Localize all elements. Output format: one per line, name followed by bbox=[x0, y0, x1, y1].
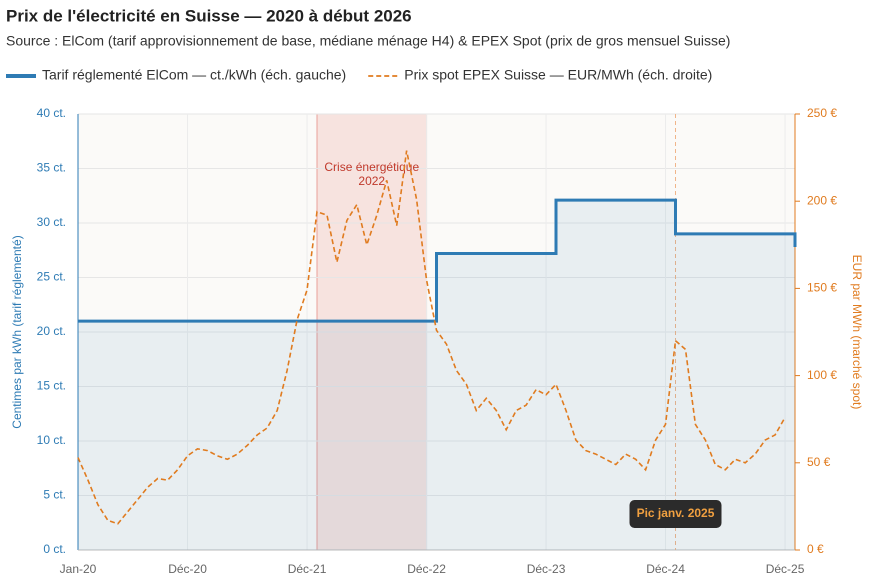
y-tick-label: 0 ct. bbox=[43, 542, 66, 556]
y2-axis-title: EUR par MWh (marché spot) bbox=[850, 255, 864, 410]
y2-tick-label: 150 € bbox=[807, 281, 837, 295]
y-tick-label: 30 ct. bbox=[37, 215, 66, 229]
annotation-line: 2022 bbox=[358, 174, 385, 188]
y2-tick-label: 50 € bbox=[807, 455, 831, 469]
y2-tick-label: 200 € bbox=[807, 193, 837, 207]
chart-subtitle: Source : ElCom (tarif approvisionnement … bbox=[6, 33, 730, 49]
x-tick-label: Déc-21 bbox=[288, 562, 327, 576]
tariff-area bbox=[78, 200, 795, 550]
tooltip-box bbox=[629, 500, 722, 528]
legend-label: Tarif réglementé ElCom — ct./kWh (éch. g… bbox=[42, 67, 346, 83]
y-tick-label: 20 ct. bbox=[37, 324, 66, 338]
y-tick-label: 25 ct. bbox=[37, 270, 66, 284]
spot-line bbox=[77, 150, 786, 525]
legend-label: Prix spot EPEX Suisse — EUR/MWh (éch. dr… bbox=[404, 67, 712, 83]
y-tick-label: 15 ct. bbox=[37, 379, 66, 393]
tooltip-text: Pic janv. 2025 bbox=[637, 506, 715, 520]
y-tick-label: 5 ct. bbox=[43, 488, 66, 502]
x-tick-label: Déc-20 bbox=[168, 562, 207, 576]
chart-title: Prix de l'électricité en Suisse — 2020 à… bbox=[6, 6, 412, 25]
x-tick-label: Déc-24 bbox=[646, 562, 685, 576]
y2-tick-label: 250 € bbox=[807, 106, 837, 120]
annotation: Crise énergétique 2022 bbox=[324, 160, 419, 188]
x-tick-label: Déc-23 bbox=[527, 562, 566, 576]
x-tick-label: Déc-22 bbox=[407, 562, 446, 576]
y2-tick-label: 0 € bbox=[807, 542, 824, 556]
y-tick-label: 10 ct. bbox=[37, 433, 66, 447]
annotation-line: Crise énergétique bbox=[324, 160, 419, 174]
y-tick-label: 35 ct. bbox=[37, 161, 66, 175]
y-axis-title: Centimes par kWh (tarif réglementé) bbox=[10, 235, 24, 428]
x-tick-label: Jan-20 bbox=[60, 562, 97, 576]
x-tick-label: Déc-25 bbox=[766, 562, 805, 576]
y-tick-label: 40 ct. bbox=[37, 106, 66, 120]
y2-tick-label: 100 € bbox=[807, 368, 837, 382]
tariff-line bbox=[78, 198, 797, 323]
